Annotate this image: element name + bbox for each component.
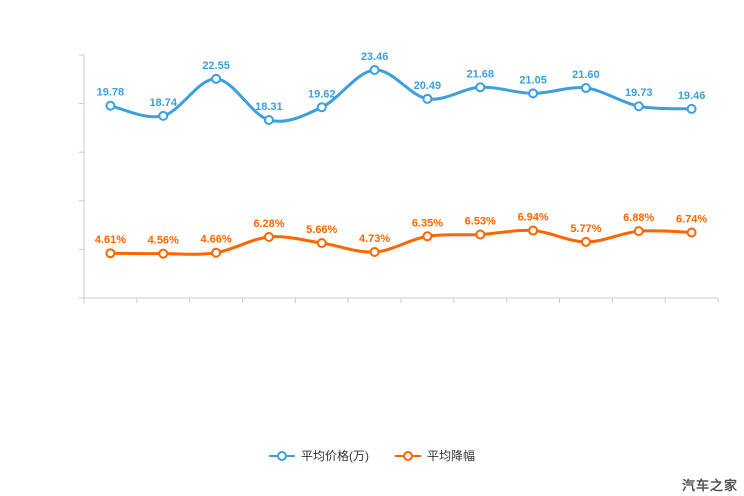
svg-text:6.74%: 6.74% <box>676 213 707 225</box>
legend-item-average-price[interactable]: 平均价格(万) <box>268 447 369 464</box>
line-marker-icon <box>394 450 421 462</box>
svg-text:4.73%: 4.73% <box>359 233 390 245</box>
svg-text:6.53%: 6.53% <box>465 216 496 228</box>
svg-text:18.74: 18.74 <box>149 97 177 109</box>
svg-text:21.05: 21.05 <box>519 74 547 86</box>
svg-text:20.49: 20.49 <box>414 80 442 92</box>
svg-text:21.68: 21.68 <box>466 68 494 80</box>
svg-text:19.73: 19.73 <box>625 87 653 99</box>
svg-text:22.55: 22.55 <box>202 60 230 72</box>
svg-text:4.61%: 4.61% <box>95 234 126 246</box>
svg-text:6.28%: 6.28% <box>253 218 284 230</box>
legend: 平均价格(万) 平均降幅 <box>0 447 744 464</box>
watermark-autohome: 汽车之家 <box>681 478 738 493</box>
svg-text:19.78: 19.78 <box>97 87 125 99</box>
line-marker-icon <box>268 450 295 462</box>
svg-text:4.56%: 4.56% <box>148 235 179 247</box>
legend-item-average-discount[interactable]: 平均降幅 <box>394 447 475 464</box>
svg-text:19.46: 19.46 <box>678 90 706 102</box>
svg-text:18.31: 18.31 <box>255 101 283 113</box>
svg-text:5.66%: 5.66% <box>306 224 337 236</box>
svg-text:6.94%: 6.94% <box>517 212 548 224</box>
svg-text:6.35%: 6.35% <box>412 217 443 229</box>
svg-text:6.88%: 6.88% <box>623 212 654 224</box>
svg-text:21.60: 21.60 <box>572 69 600 81</box>
svg-text:19.62: 19.62 <box>308 88 336 100</box>
svg-text:5.77%: 5.77% <box>570 223 601 235</box>
svg-text:23.46: 23.46 <box>361 51 389 63</box>
svg-text:4.66%: 4.66% <box>200 234 231 246</box>
legend-label-average-discount: 平均降幅 <box>426 449 475 463</box>
legend-label-average-price: 平均价格(万) <box>300 449 369 463</box>
